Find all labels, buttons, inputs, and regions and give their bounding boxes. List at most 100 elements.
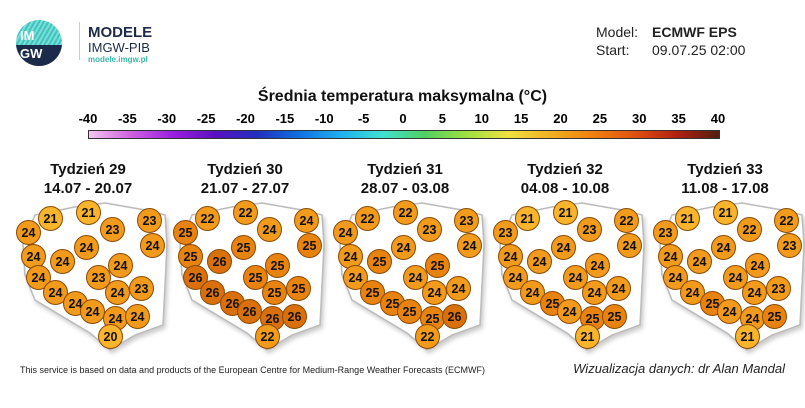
- temperature-marker: 24: [333, 220, 358, 245]
- temperature-marker: 24: [498, 244, 523, 269]
- temperature-marker: 23: [129, 276, 154, 301]
- week-dates: 11.08 - 17.08: [681, 180, 769, 197]
- temperature-marker: 24: [125, 304, 150, 329]
- temperature-marker: 25: [286, 276, 311, 301]
- temperature-marker: 21: [575, 324, 600, 349]
- temperature-marker: 21: [675, 206, 700, 231]
- temperature-marker: 26: [442, 304, 467, 329]
- week-map: 21 21 23 22 23 24 24 24 24 24 24 24 24 24 24 25 24 25 25 21: [482, 195, 652, 360]
- week-map: 22 22 24 24 25 25 25 25 26 25 25 26 25 26 25 26 26 26 26 22: [162, 195, 332, 360]
- week-map: 22 22 23 23 24 24 24 24 25 25 24 24 24 25 24 25 25 25 26 22: [322, 195, 492, 360]
- temperature-marker: 26: [237, 299, 262, 324]
- week-dates: 14.07 - 20.07: [43, 180, 133, 197]
- temperature-marker: 26: [207, 249, 232, 274]
- colorbar-tick: 0: [399, 111, 407, 126]
- week-title: Tydzień 32: [527, 161, 603, 178]
- colorbar-tick: -25: [196, 111, 216, 126]
- temperature-marker: 23: [417, 217, 442, 242]
- temperature-marker: 24: [745, 253, 770, 278]
- model-label: Model:: [596, 24, 639, 40]
- colorbar-ticks: -40 -35 -30 -25 -20 -15 -10 -5 0 5 10 15 20 25 30 35 40: [70, 111, 750, 127]
- temperature-marker: 24: [16, 220, 41, 245]
- temperature-marker: 24: [294, 208, 319, 233]
- colorbar-tick: -35: [117, 111, 137, 126]
- week-dates: 04.08 - 10.08: [520, 180, 610, 197]
- colorbar-tick: 25: [592, 111, 608, 126]
- week-title: Tydzień 31: [367, 161, 443, 178]
- temperature-marker: 25: [420, 306, 445, 331]
- temperature-marker: 23: [454, 208, 479, 233]
- week-map: 21 21 23 23 24 24 24 24 24 24 23 24 23 24 24 24 24 24 24 20: [5, 195, 175, 360]
- temperature-marker: 25: [265, 253, 290, 278]
- colorbar-tick: -20: [236, 111, 255, 126]
- colorbar-tick: 15: [513, 111, 529, 126]
- colorbar-tick: 20: [553, 111, 568, 126]
- temperature-marker: 25: [231, 235, 256, 260]
- temperature-marker: 22: [614, 208, 639, 233]
- temperature-marker: 24: [527, 249, 552, 274]
- week-title: Tydzień 30: [207, 161, 283, 178]
- brand-org: IMGW-PIB: [88, 40, 150, 55]
- temperature-marker: 24: [140, 233, 165, 258]
- week-header: Tydzień 32 04.08 - 10.08: [485, 160, 645, 198]
- temperature-marker: 24: [582, 280, 607, 305]
- temperature-marker: 21: [38, 206, 63, 231]
- temperature-marker: 24: [403, 265, 428, 290]
- temperature-marker: 24: [551, 235, 576, 260]
- temperature-marker: 22: [774, 208, 799, 233]
- temperature-marker: 23: [577, 217, 602, 242]
- week-header: Tydzień 31 28.07 - 03.08: [325, 160, 485, 198]
- temperature-marker: 23: [137, 208, 162, 233]
- colorbar-title: Średnia temperatura maksymalna (°C): [257, 88, 548, 105]
- temperature-marker: 21: [553, 200, 578, 225]
- footer-note: This service is based on data and produc…: [20, 365, 486, 375]
- start-label: Start:: [596, 42, 630, 58]
- colorbar-tick: 40: [710, 111, 726, 126]
- colorbar-tick: -5: [357, 111, 370, 126]
- temperature-marker: 25: [367, 249, 392, 274]
- start-value: 09.07.25 02:00: [652, 42, 746, 58]
- temperature-marker: 22: [195, 206, 220, 231]
- temperature-marker: 21: [76, 200, 101, 225]
- temperature-marker: 25: [602, 304, 627, 329]
- temperature-marker: 23: [766, 276, 791, 301]
- brand-name: MODELE: [88, 24, 153, 41]
- week-header: Tydzień 29 14.07 - 20.07: [8, 160, 168, 198]
- temperature-marker: 21: [515, 206, 540, 231]
- temperature-marker: 22: [393, 200, 418, 225]
- brand-url[interactable]: modele.imgw.pl: [88, 55, 148, 64]
- temperature-marker: 24: [50, 249, 75, 274]
- colorbar-tick: 10: [474, 111, 489, 126]
- temperature-marker: 20: [98, 324, 123, 349]
- temperature-marker: 21: [713, 200, 738, 225]
- temperature-marker: 23: [493, 220, 518, 245]
- temperature-marker: 24: [617, 233, 642, 258]
- temperature-marker: 26: [282, 304, 307, 329]
- temperature-marker: 25: [425, 253, 450, 278]
- temperature-marker: 21: [735, 324, 760, 349]
- week-dates: 21.07 - 27.07: [200, 180, 290, 197]
- temperature-marker: 25: [762, 304, 787, 329]
- colorbar-tick: 35: [671, 111, 686, 126]
- temperature-marker: 25: [173, 220, 198, 245]
- temperature-marker: 24: [108, 253, 133, 278]
- temperature-marker: 22: [737, 217, 762, 242]
- week-title: Tydzień 33: [687, 161, 763, 178]
- temperature-marker: 24: [21, 244, 46, 269]
- week-map: 21 21 22 22 23 23 24 24 24 24 24 24 23 24 24 25 24 24 25 21: [642, 195, 805, 360]
- start-info: Start: 09.07.25 02:00: [596, 42, 745, 58]
- temperature-marker: 25: [262, 280, 287, 305]
- week-header: Tydzień 33 11.08 - 17.08: [645, 160, 805, 198]
- temperature-marker: 25: [397, 299, 422, 324]
- model-value: ECMWF EPS: [652, 24, 737, 40]
- temperature-marker: 24: [563, 265, 588, 290]
- temperature-marker: 24: [446, 276, 471, 301]
- temperature-marker: 24: [105, 280, 130, 305]
- colorbar-tick: 30: [632, 111, 647, 126]
- temperature-marker: 25: [178, 244, 203, 269]
- model-info: Model: ECMWF EPS: [596, 24, 737, 40]
- temperature-marker: 24: [391, 235, 416, 260]
- week-header: Tydzień 30 21.07 - 27.07: [165, 160, 325, 198]
- temperature-marker: 24: [606, 276, 631, 301]
